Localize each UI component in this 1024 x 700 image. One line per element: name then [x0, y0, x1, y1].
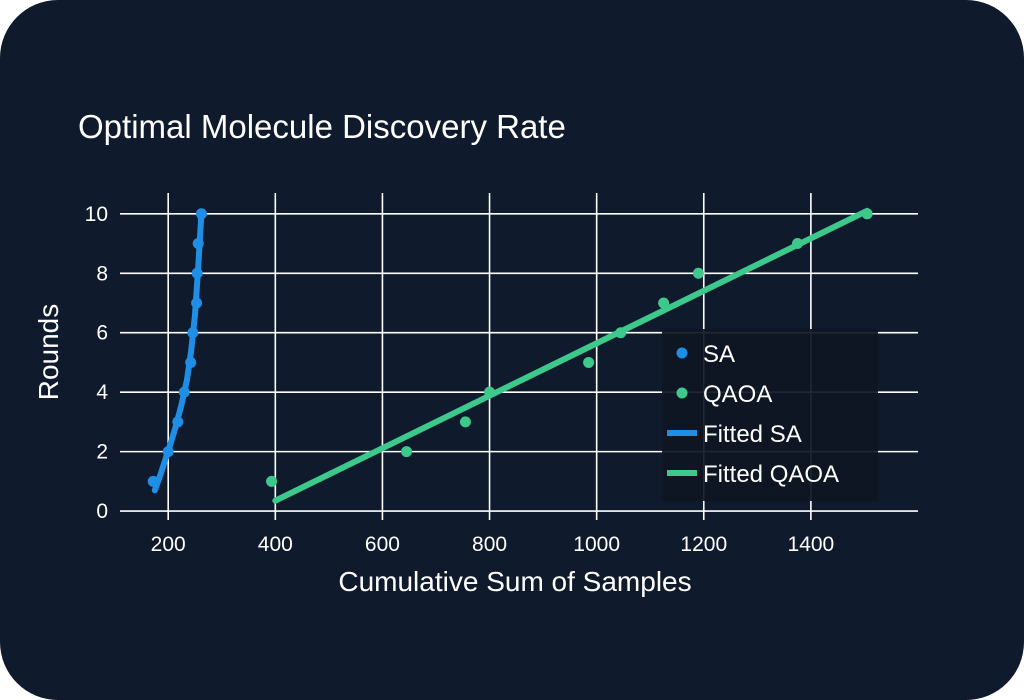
- data-point-sa: [172, 416, 184, 428]
- data-point-qaoa: [459, 416, 471, 428]
- legend-marker-qaoa: [676, 387, 688, 399]
- y-tick-label: 10: [85, 203, 108, 226]
- y-tick-label: 4: [96, 381, 108, 404]
- x-tick-label: 1400: [788, 533, 835, 556]
- legend-box: [662, 329, 878, 501]
- tick-labels: 200 400 600 800 1000 1200 1400 0 2 4 6 8 10: [85, 203, 835, 556]
- y-tick-label: 2: [96, 441, 108, 464]
- data-marks: [147, 207, 873, 504]
- x-axis-label: Cumulative Sum of Samples: [338, 566, 691, 597]
- data-point-qaoa: [583, 356, 595, 368]
- x-tick-label: 1200: [680, 533, 727, 556]
- x-tick-label: 800: [472, 533, 507, 556]
- data-point-qaoa: [401, 446, 413, 458]
- y-tick-label: 8: [96, 262, 108, 285]
- y-tick-label: 0: [96, 500, 108, 523]
- data-point-qaoa: [692, 267, 704, 279]
- chart-title: Optimal Molecule Discovery Rate: [78, 108, 566, 145]
- data-point-sa: [191, 267, 203, 279]
- fitted-line-fitted-sa: [151, 210, 205, 494]
- data-point-sa: [192, 238, 204, 250]
- data-point-sa: [185, 356, 197, 368]
- legend-label: SA: [703, 341, 735, 368]
- y-axis-label: Rounds: [33, 304, 64, 401]
- data-point-sa: [195, 208, 207, 220]
- legend-label: Fitted SA: [703, 421, 802, 448]
- data-point-qaoa: [791, 238, 803, 250]
- x-tick-label: 200: [151, 533, 186, 556]
- data-point-sa: [147, 475, 159, 487]
- data-point-qaoa: [266, 475, 278, 487]
- data-point-sa: [187, 327, 199, 339]
- data-point-sa: [178, 386, 190, 398]
- legend: SA QAOA Fitted SA Fitted QAOA: [662, 329, 878, 501]
- data-point-qaoa: [484, 386, 496, 398]
- x-tick-label: 600: [365, 533, 400, 556]
- legend-label: Fitted QAOA: [703, 461, 839, 488]
- y-tick-label: 6: [96, 322, 108, 345]
- legend-marker-sa: [676, 347, 688, 359]
- x-tick-label: 400: [258, 533, 293, 556]
- data-point-qaoa: [861, 208, 873, 220]
- data-point-sa: [191, 297, 203, 309]
- data-point-qaoa: [658, 297, 670, 309]
- data-point-sa: [162, 446, 174, 458]
- fitted-line-fitted-qaoa: [272, 207, 871, 504]
- data-point-qaoa: [615, 327, 627, 339]
- legend-label: QAOA: [703, 381, 772, 408]
- x-tick-label: 1000: [573, 533, 620, 556]
